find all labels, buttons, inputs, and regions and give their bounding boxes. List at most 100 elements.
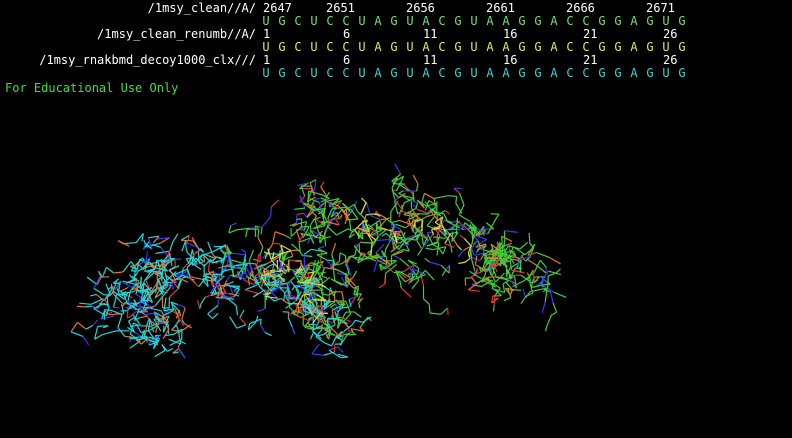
residue-c[interactable]: C: [294, 66, 302, 80]
residue-u[interactable]: U: [662, 40, 670, 54]
residue-a[interactable]: A: [630, 66, 638, 80]
residue-c[interactable]: C: [326, 14, 334, 28]
residue-u[interactable]: U: [310, 66, 318, 80]
residue-u[interactable]: U: [262, 14, 270, 28]
residue-a[interactable]: A: [502, 14, 510, 28]
residue-u[interactable]: U: [358, 14, 366, 28]
residue-g[interactable]: G: [598, 66, 606, 80]
residue-g[interactable]: G: [518, 14, 526, 28]
residue-u[interactable]: U: [406, 40, 414, 54]
residue-u[interactable]: U: [310, 14, 318, 28]
residue-a[interactable]: A: [630, 40, 638, 54]
residue-a[interactable]: A: [422, 66, 430, 80]
residue-a[interactable]: A: [374, 14, 382, 28]
residue-g[interactable]: G: [598, 40, 606, 54]
residue-g[interactable]: G: [278, 40, 286, 54]
residue-g[interactable]: G: [614, 40, 622, 54]
residue-u[interactable]: U: [262, 40, 270, 54]
residue-g[interactable]: G: [678, 14, 686, 28]
residue-g[interactable]: G: [646, 66, 654, 80]
residue-g[interactable]: G: [390, 66, 398, 80]
object-label[interactable]: /1msy_clean//A/: [147, 1, 256, 15]
sequence-row-1msy-clean-renumb[interactable]: /1msy_clean_renumb//A/ 1 6 11 16 21 26: [0, 28, 792, 41]
residue-g[interactable]: G: [278, 14, 286, 28]
residue-g[interactable]: G: [678, 40, 686, 54]
residue-g[interactable]: G: [534, 14, 542, 28]
residue-u[interactable]: U: [358, 40, 366, 54]
residue-c[interactable]: C: [294, 14, 302, 28]
residue-g[interactable]: G: [534, 66, 542, 80]
residue-g[interactable]: G: [454, 66, 462, 80]
residue-c[interactable]: C: [566, 40, 574, 54]
residue-u[interactable]: U: [406, 14, 414, 28]
residue-g[interactable]: G: [646, 14, 654, 28]
sequence-row-1msy-clean[interactable]: /1msy_clean//A/ 2647 2651 2656 2661 2666…: [0, 2, 792, 15]
residue-a[interactable]: A: [502, 66, 510, 80]
residue-c[interactable]: C: [342, 14, 350, 28]
residue-u[interactable]: U: [470, 40, 478, 54]
bond: [370, 229, 383, 236]
residue-g[interactable]: G: [454, 40, 462, 54]
residue-g[interactable]: G: [598, 14, 606, 28]
residue-a[interactable]: A: [550, 14, 558, 28]
residue-c[interactable]: C: [582, 66, 590, 80]
residue-g[interactable]: G: [278, 66, 286, 80]
bond: [189, 261, 202, 270]
bond: [315, 336, 326, 344]
residue-a[interactable]: A: [550, 66, 558, 80]
residue-a[interactable]: A: [422, 14, 430, 28]
residue-g[interactable]: G: [678, 66, 686, 80]
bond: [308, 190, 323, 196]
residue-c[interactable]: C: [438, 40, 446, 54]
residue-u[interactable]: U: [662, 14, 670, 28]
residue-c[interactable]: C: [438, 14, 446, 28]
residue-a[interactable]: A: [422, 40, 430, 54]
residue-g[interactable]: G: [518, 66, 526, 80]
residue-c[interactable]: C: [294, 40, 302, 54]
residue-a[interactable]: A: [630, 14, 638, 28]
sequence-viewer[interactable]: /1msy_clean//A/ 2647 2651 2656 2661 2666…: [0, 2, 792, 80]
residue-c[interactable]: C: [566, 66, 574, 80]
residue-a[interactable]: A: [550, 40, 558, 54]
bond: [163, 297, 167, 311]
residue-g[interactable]: G: [534, 40, 542, 54]
sequence-row-1msy-decoy[interactable]: /1msy_rnakbmd_decoy1000_clx/// 1 6 11 16…: [0, 54, 792, 67]
object-label[interactable]: /1msy_clean_renumb//A/: [97, 27, 256, 41]
residue-g[interactable]: G: [390, 40, 398, 54]
residue-u[interactable]: U: [406, 66, 414, 80]
residue-g[interactable]: G: [454, 14, 462, 28]
object-label[interactable]: /1msy_rnakbmd_decoy1000_clx///: [39, 53, 256, 67]
residue-g[interactable]: G: [614, 14, 622, 28]
residue-g[interactable]: G: [390, 14, 398, 28]
residue-g[interactable]: G: [518, 40, 526, 54]
residue-u[interactable]: U: [262, 66, 270, 80]
bond: [314, 197, 321, 200]
residue-c[interactable]: C: [326, 40, 334, 54]
residue-g[interactable]: G: [646, 40, 654, 54]
residue-c[interactable]: C: [566, 14, 574, 28]
residue-c[interactable]: C: [438, 66, 446, 80]
residue-a[interactable]: A: [486, 14, 494, 28]
residue-a[interactable]: A: [374, 40, 382, 54]
residue-u[interactable]: U: [358, 66, 366, 80]
residue-u[interactable]: U: [662, 66, 670, 80]
residue-c[interactable]: C: [582, 40, 590, 54]
residue-u[interactable]: U: [470, 14, 478, 28]
residue-u[interactable]: U: [470, 66, 478, 80]
bond: [198, 276, 207, 288]
residue-u[interactable]: U: [310, 40, 318, 54]
residue-c[interactable]: C: [342, 40, 350, 54]
residue-c[interactable]: C: [582, 14, 590, 28]
bond: [133, 267, 136, 281]
residue-a[interactable]: A: [486, 40, 494, 54]
residue-a[interactable]: A: [486, 66, 494, 80]
residue-a[interactable]: A: [374, 66, 382, 80]
residue-g[interactable]: G: [614, 66, 622, 80]
residue-c[interactable]: C: [326, 66, 334, 80]
residue-c[interactable]: C: [342, 66, 350, 80]
residue-a[interactable]: A: [502, 40, 510, 54]
